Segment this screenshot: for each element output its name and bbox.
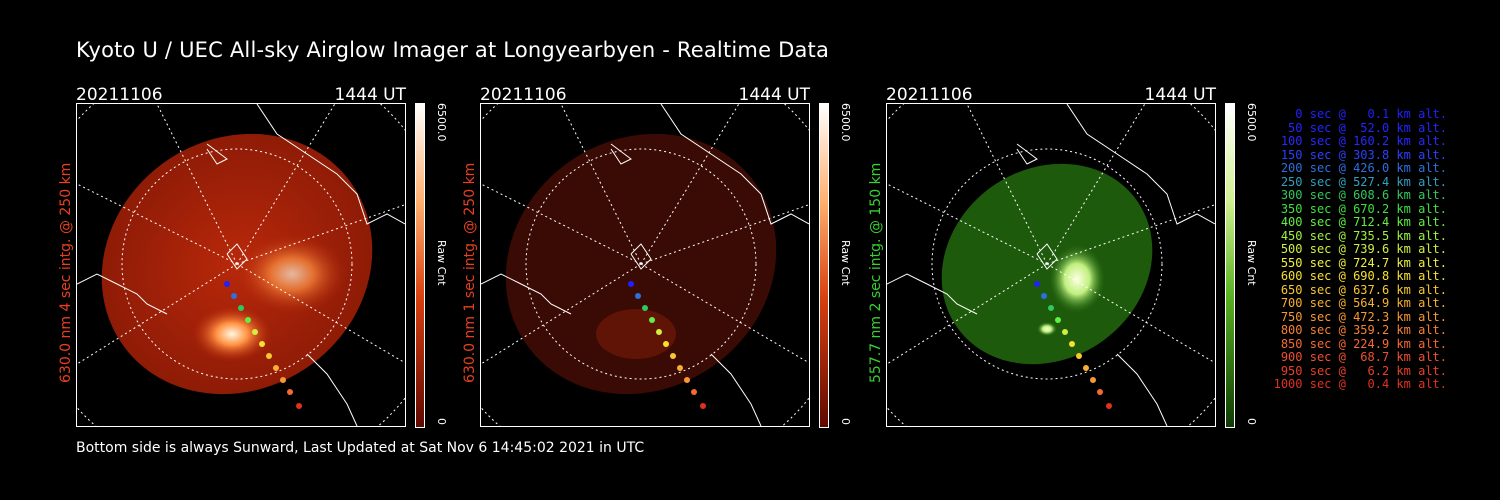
colorbar-max: 6500.0: [435, 103, 448, 142]
legend-row: 550 sec @ 724.7 km alt.: [1280, 255, 1447, 270]
panel-y-label: 630.0 nm 4 sec intg. @ 250 km: [58, 162, 74, 383]
page-title: Kyoto U / UEC All-sky Airglow Imager at …: [76, 38, 830, 62]
allsky-image-svg: [887, 104, 1215, 426]
colorbar-min: 0: [839, 418, 852, 425]
allsky-image-svg: [77, 104, 405, 426]
panel-time: 1444 UT: [334, 85, 407, 105]
colorbar: [819, 103, 829, 428]
legend-row: 650 sec @ 637.6 km alt.: [1280, 282, 1447, 297]
legend-row: 750 sec @ 472.3 km alt.: [1280, 309, 1447, 324]
legend-row: 300 sec @ 608.6 km alt.: [1280, 188, 1447, 202]
legend-row: 100 sec @ 160.2 km alt.: [1280, 134, 1447, 148]
panel-date: 20211106: [480, 85, 567, 105]
satellite-track: [628, 281, 706, 409]
colorbar: [415, 103, 425, 428]
airglow-panel-557-2s: 20211106 1444 UT: [886, 85, 1216, 430]
airglow-panel-630-4s: 20211106 1444 UT: [76, 85, 406, 430]
legend-row: 1000 sec @ 0.4 km alt.: [1273, 377, 1447, 391]
panel-y-label: 557.7 nm 2 sec intg. @ 150 km: [868, 162, 884, 383]
allsky-image: [886, 103, 1216, 427]
footer-note: Bottom side is always Sunward, Last Upda…: [76, 440, 645, 456]
legend-row: 700 sec @ 564.9 km alt.: [1280, 296, 1447, 310]
legend-row: 500 sec @ 739.6 km alt.: [1280, 242, 1447, 256]
legend-row: 950 sec @ 6.2 km alt.: [1280, 363, 1447, 378]
legend-row: 200 sec @ 426.0 km alt.: [1280, 161, 1447, 175]
legend-row: 800 sec @ 359.2 km alt.: [1280, 323, 1447, 337]
satellite-track: [224, 281, 302, 409]
allsky-image-svg: [481, 104, 809, 426]
colorbar-min: 0: [435, 418, 448, 425]
colorbar: [1225, 103, 1235, 428]
panel-date: 20211106: [76, 85, 163, 105]
time-altitude-legend: 0 sec @ 0.1 km alt. 50 sec @ 52.0 km alt.…: [1262, 107, 1447, 392]
legend-row: 250 sec @ 527.4 km alt.: [1280, 174, 1447, 189]
colorbar-unit: Raw Cnt: [435, 240, 448, 286]
legend-row: 900 sec @ 68.7 km alt.: [1280, 350, 1447, 364]
colorbar-max: 6500.0: [1245, 103, 1258, 142]
panel-time: 1444 UT: [738, 85, 811, 105]
legend-row: 600 sec @ 690.8 km alt.: [1280, 269, 1447, 283]
panel-date: 20211106: [886, 85, 973, 105]
colorbar-unit: Raw Cnt: [839, 240, 852, 286]
colorbar-min: 0: [1245, 418, 1258, 425]
panel-time: 1444 UT: [1144, 85, 1217, 105]
allsky-image: [480, 103, 810, 427]
panel-y-label: 630.0 nm 1 sec intg. @ 250 km: [462, 162, 478, 383]
legend-row: 450 sec @ 735.5 km alt.: [1280, 228, 1447, 243]
colorbar-unit: Raw Cnt: [1245, 240, 1258, 286]
legend-row: 350 sec @ 670.2 km alt.: [1280, 201, 1447, 216]
airglow-panel-630-1s: 20211106 1444 UT: [480, 85, 810, 430]
legend-row: 400 sec @ 712.4 km alt.: [1280, 215, 1447, 229]
allsky-image: [76, 103, 406, 427]
legend-row: 850 sec @ 224.9 km alt.: [1280, 336, 1447, 351]
legend-row: 50 sec @ 52.0 km alt.: [1288, 120, 1447, 135]
colorbar-max: 6500.0: [839, 103, 852, 142]
satellite-track: [1034, 281, 1112, 409]
legend-row: 150 sec @ 303.8 km alt.: [1280, 147, 1447, 162]
legend-row: 0 sec @ 0.1 km alt.: [1295, 107, 1447, 121]
